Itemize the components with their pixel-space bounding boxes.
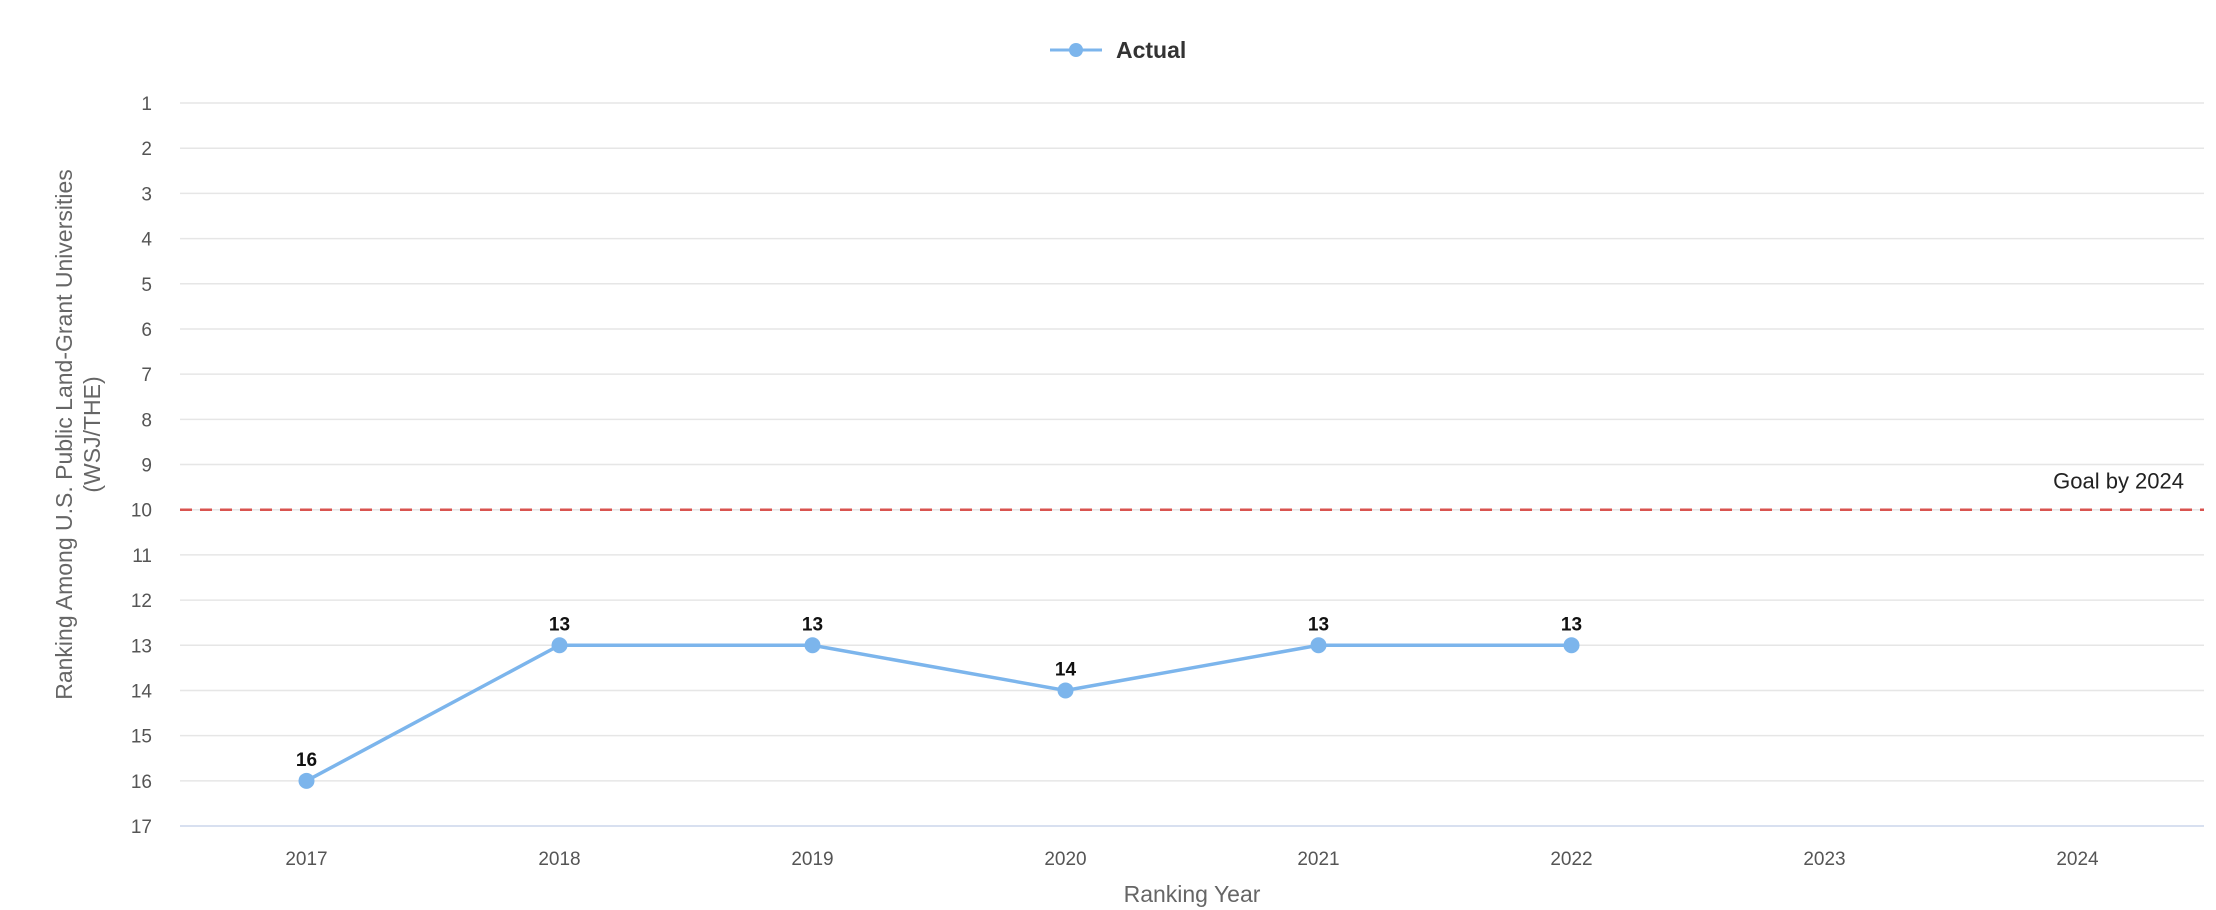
goal-label: Goal by 2024 — [2053, 469, 2184, 494]
x-tick-label: 2023 — [1803, 849, 1845, 870]
y-tick-label: 16 — [131, 772, 152, 793]
data-label: 13 — [1561, 614, 1582, 635]
x-tick-label: 2020 — [1044, 849, 1086, 870]
data-label: 13 — [549, 614, 570, 635]
series-points-actual — [298, 637, 1580, 789]
y-tick-label: 8 — [141, 410, 152, 431]
data-point[interactable] — [1057, 682, 1074, 699]
y-tick-label: 17 — [131, 817, 152, 838]
y-tick-label: 12 — [131, 591, 152, 612]
series-line-actual — [305, 643, 1572, 783]
legend-point-marker — [1069, 43, 1083, 57]
y-axis-title: Ranking Among U.S. Public Land-Grant Uni… — [51, 169, 77, 700]
y-tick-label: 11 — [132, 546, 152, 567]
x-axis-title: Ranking Year — [1124, 881, 1261, 907]
data-label: 16 — [296, 750, 317, 771]
y-tick-label: 9 — [141, 456, 152, 477]
x-axis-ticks: 2017 2018 2019 2020 2021 2022 2023 2024 — [285, 849, 2099, 870]
y-tick-label: 10 — [131, 501, 152, 522]
data-label: 13 — [802, 614, 823, 635]
legend-label-actual: Actual — [1116, 37, 1186, 63]
data-labels: 16 13 13 14 13 13 — [296, 614, 1582, 771]
y-tick-label: 15 — [131, 727, 152, 748]
data-point[interactable] — [1563, 637, 1580, 654]
data-point[interactable] — [804, 637, 821, 654]
y-axis-title-line-2: (WSJ/THE) — [79, 376, 105, 492]
gridlines — [180, 102, 2204, 782]
y-tick-label: 2 — [141, 139, 152, 160]
y-tick-label: 5 — [141, 275, 152, 296]
data-point[interactable] — [298, 772, 315, 789]
y-tick-label: 14 — [131, 681, 153, 702]
y-tick-label: 13 — [131, 636, 152, 657]
y-tick-label: 6 — [141, 320, 152, 341]
y-tick-label: 3 — [141, 184, 152, 205]
x-tick-label: 2024 — [2056, 849, 2099, 870]
goal-line-group: Goal by 2024 — [180, 469, 2204, 511]
x-tick-label: 2018 — [538, 849, 580, 870]
data-label: 14 — [1055, 659, 1077, 680]
y-tick-label: 1 — [141, 94, 152, 115]
y-tick-label: 7 — [141, 365, 152, 386]
x-tick-label: 2022 — [1550, 849, 1592, 870]
data-label: 13 — [1308, 614, 1329, 635]
legend[interactable]: Actual — [1050, 37, 1186, 63]
data-point[interactable] — [551, 637, 568, 654]
x-tick-label: 2019 — [791, 849, 833, 870]
data-point[interactable] — [1310, 637, 1327, 654]
x-tick-label: 2021 — [1297, 849, 1339, 870]
y-tick-label: 4 — [141, 230, 152, 251]
x-tick-label: 2017 — [285, 849, 327, 870]
